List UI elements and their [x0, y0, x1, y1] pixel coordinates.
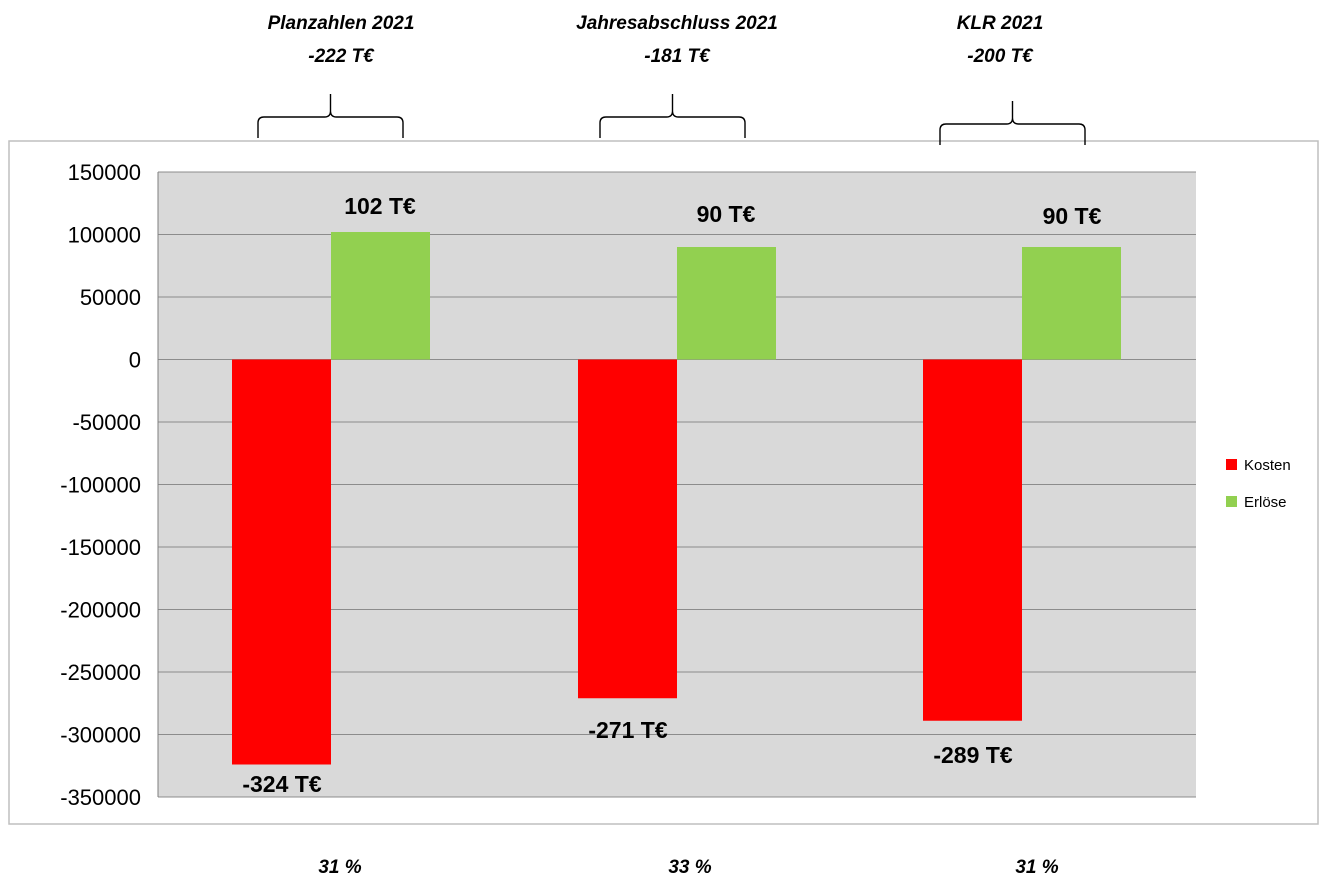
y-tick-label: -350000 — [60, 785, 141, 810]
data-label-erloese-1: 102 T€ — [344, 193, 416, 219]
brace-3 — [939, 101, 1086, 145]
group-header-3-line1: KLR 2021 — [957, 13, 1044, 34]
legend-label-kosten: Kosten — [1244, 457, 1291, 474]
bar-labels: -324 T€ -271 T€ -289 T€ 102 T€ 90 T€ 90 T€ — [242, 193, 1101, 797]
y-tick-label: -300000 — [60, 723, 141, 748]
bar-kosten-2 — [578, 359, 677, 699]
bar-erloese-2 — [677, 247, 776, 360]
y-tick-label: -150000 — [60, 535, 141, 560]
data-label-erloese-2: 90 T€ — [697, 201, 756, 227]
y-tick-label: -100000 — [60, 473, 141, 498]
y-tick-label: 50000 — [80, 285, 141, 310]
y-tick-label: 0 — [129, 348, 141, 373]
data-label-kosten-3: -289 T€ — [933, 742, 1012, 768]
group-header-1-line1: Planzahlen 2021 — [268, 13, 415, 34]
y-tick-label: -50000 — [72, 410, 141, 435]
legend-swatch-erloese — [1226, 496, 1237, 507]
legend: Kosten Erlöse — [1226, 457, 1291, 511]
data-label-kosten-1: -324 T€ — [242, 771, 321, 797]
group-header-3-line2: -200 T€ — [967, 46, 1034, 67]
group-header-1-line2: -222 T€ — [308, 46, 375, 67]
y-tick-label: 150000 — [68, 160, 141, 185]
group-braces — [257, 94, 1086, 145]
group-header-2-line2: -181 T€ — [644, 46, 711, 67]
bar-erloese-1 — [331, 232, 430, 360]
y-axis-ticks: 150000 100000 50000 0 -50000 -100000 -150000 -2… — [60, 160, 141, 810]
bars — [232, 232, 1121, 765]
y-tick-label: -250000 — [60, 660, 141, 685]
group-percent-3: 31 % — [1015, 857, 1058, 878]
legend-label-erloese: Erlöse — [1244, 494, 1287, 511]
y-tick-label: 100000 — [68, 223, 141, 248]
data-label-kosten-2: -271 T€ — [588, 717, 667, 743]
bar-kosten-3 — [923, 359, 1022, 721]
brace-2 — [599, 94, 746, 138]
legend-swatch-kosten — [1226, 459, 1237, 470]
group-percent-2: 33 % — [668, 857, 711, 878]
bar-kosten-1 — [232, 359, 331, 765]
y-tick-label: -200000 — [60, 598, 141, 623]
brace-1 — [257, 94, 404, 138]
bar-erloese-3 — [1022, 247, 1121, 360]
group-percent-1: 31 % — [318, 857, 361, 878]
group-header-2-line1: Jahresabschluss 2021 — [576, 13, 778, 34]
data-label-erloese-3: 90 T€ — [1043, 203, 1102, 229]
